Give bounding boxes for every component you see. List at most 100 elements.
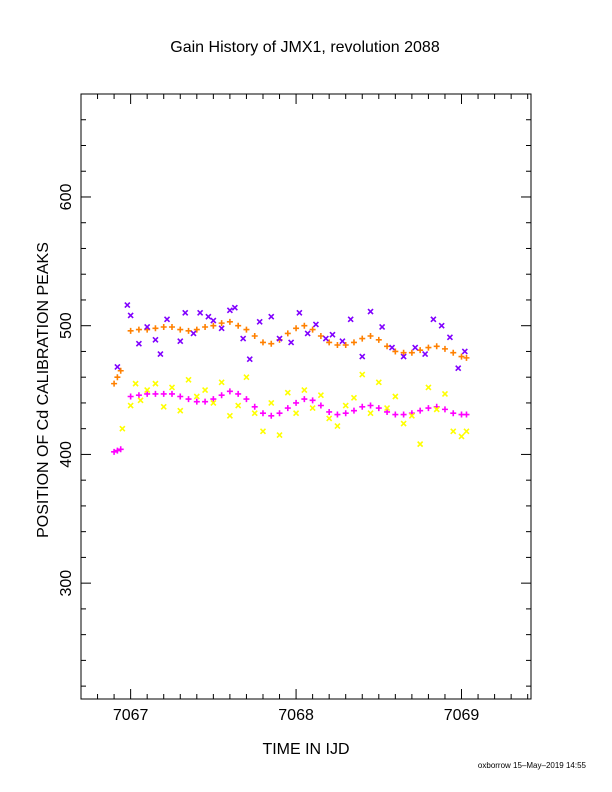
footer-credit: oxborrow 15–May–2019 14:55 [478, 761, 587, 770]
chart-title: Gain History of JMX1, revolution 2088 [170, 39, 440, 56]
data-point [450, 349, 457, 356]
plot-frame [80, 93, 532, 700]
data-point [463, 428, 470, 435]
data-point [446, 334, 453, 341]
data-point [359, 403, 366, 410]
data-point [384, 408, 391, 415]
data-point [163, 316, 171, 323]
y-tick-label: 600 [58, 184, 75, 211]
data-point [127, 402, 134, 409]
data-point [268, 399, 275, 407]
data-point [375, 336, 382, 343]
data-point [284, 330, 291, 337]
data-point [455, 365, 462, 372]
axis-ticks [80, 93, 531, 699]
data-point [322, 335, 329, 342]
data-point [301, 386, 308, 394]
data-point [205, 313, 212, 320]
data-point [384, 405, 391, 412]
data-point [235, 402, 242, 409]
data-point [152, 390, 159, 397]
data-point [193, 393, 200, 400]
data-point [334, 411, 341, 418]
data-point [293, 325, 300, 332]
data-point [430, 316, 437, 323]
data-point [441, 390, 449, 397]
data-point [218, 392, 225, 399]
data-point [458, 433, 465, 440]
data-point [197, 309, 204, 316]
data-point [463, 411, 470, 418]
data-point [441, 406, 448, 413]
data-point [160, 323, 167, 330]
data-point [392, 348, 399, 355]
series-1 [111, 388, 470, 455]
data-point [132, 380, 139, 387]
data-point [144, 323, 151, 331]
data-point [218, 379, 225, 386]
data-point [276, 432, 283, 439]
data-point [304, 330, 311, 337]
data-point [124, 302, 131, 309]
data-point [342, 410, 349, 417]
data-point [408, 412, 415, 419]
data-point [160, 390, 167, 397]
plot-marks [111, 302, 470, 455]
data-point [210, 399, 217, 407]
data-point [450, 428, 457, 435]
data-point [226, 307, 233, 314]
tick-labels: 7067 7068 7069 300 400 500 600 [58, 184, 479, 724]
data-point [226, 318, 233, 325]
data-point [359, 353, 366, 360]
data-point [210, 317, 217, 324]
data-point [111, 448, 118, 455]
data-point [226, 388, 233, 395]
x-tick-label: 7069 [444, 707, 480, 724]
data-point [259, 428, 267, 435]
data-point [317, 402, 324, 409]
data-point [111, 380, 118, 387]
data-point [438, 322, 445, 329]
data-point [417, 441, 424, 448]
series-0 [111, 318, 470, 387]
data-point [135, 340, 142, 347]
data-point [259, 339, 266, 346]
data-point [375, 405, 382, 412]
data-point [412, 344, 419, 351]
data-point [375, 379, 382, 386]
data-point [461, 348, 468, 355]
x-axis-label: TIME IN IJD [262, 741, 349, 758]
data-point [185, 327, 192, 334]
data-point [284, 389, 291, 396]
data-point [433, 406, 440, 413]
data-point [367, 333, 374, 339]
data-point [417, 407, 424, 414]
data-point [301, 396, 308, 403]
data-point [177, 326, 184, 333]
data-point [210, 322, 217, 329]
data-point [157, 350, 164, 358]
data-point [168, 384, 176, 391]
data-point [433, 343, 440, 350]
data-point [185, 396, 192, 403]
data-point [251, 403, 258, 410]
data-point [463, 354, 470, 361]
data-point [400, 411, 407, 418]
data-point [312, 321, 319, 328]
data-point [425, 405, 432, 412]
x-tick-label: 7067 [113, 707, 149, 724]
data-point [276, 335, 283, 342]
y-tick-label: 500 [58, 312, 75, 339]
data-point [190, 330, 197, 337]
data-point [384, 343, 391, 350]
data-point [317, 392, 324, 399]
data-point [240, 335, 247, 342]
data-point [296, 309, 303, 316]
data-point [326, 415, 333, 422]
data-point [458, 353, 465, 360]
data-point [160, 403, 167, 410]
data-point [425, 344, 432, 351]
y-axis-label: POSITION OF Cd CALIBRATION PEAKS [35, 242, 52, 538]
data-point [246, 356, 253, 363]
